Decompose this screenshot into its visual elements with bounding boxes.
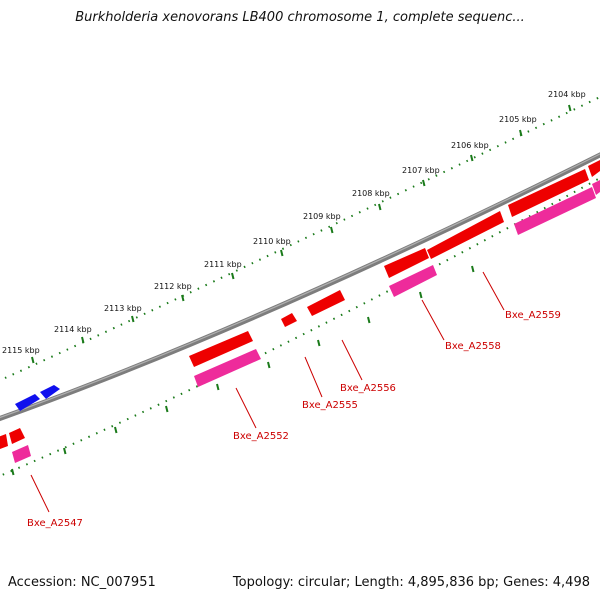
gene-right-1[interactable] (508, 169, 589, 217)
outer-major-tick (330, 226, 334, 234)
accession-label: Accession: NC_007951 (8, 575, 156, 590)
chromosome-backbone (0, 152, 600, 422)
outer-major-tick (519, 129, 523, 137)
label-bxe-a2547[interactable]: Bxe_A2547 (27, 518, 83, 529)
gene-bxe-a2547[interactable] (9, 428, 25, 444)
kbp-label: 2104 kbp (548, 90, 586, 99)
major-ticks (11, 104, 572, 476)
inner-scale-arc (0, 177, 600, 477)
outer-scale-arc (4, 96, 600, 379)
label-bxe-a2556[interactable]: Bxe_A2556 (340, 383, 396, 394)
kbp-label: 2109 kbp (303, 212, 341, 221)
cds-bxe-a2552[interactable] (194, 349, 261, 387)
gene-bxe-a2556[interactable] (307, 290, 345, 316)
cds-bxe-a2547[interactable] (12, 445, 31, 463)
chromosome-backbone-highlight (0, 153, 600, 419)
label-leaders (30, 271, 505, 513)
outer-major-tick (81, 336, 85, 344)
kbp-label: 2107 kbp (402, 166, 440, 175)
label-bxe-a2558[interactable]: Bxe_A2558 (445, 341, 501, 352)
gene-bxe-a2552[interactable] (189, 331, 253, 367)
features (0, 160, 600, 463)
kbp-label: 2111 kbp (204, 260, 242, 269)
outer-major-tick (231, 272, 235, 280)
gene-bxe-a2547-partial[interactable] (0, 434, 8, 449)
kbp-label: 2108 kbp (352, 189, 390, 198)
map-title: Burkholderia xenovorans LB400 chromosome… (75, 10, 525, 25)
kbp-label: 2110 kbp (253, 237, 291, 246)
kbp-label: 2112 kbp (154, 282, 192, 291)
kbp-label: 2113 kbp (104, 304, 142, 313)
inner-major-tick (114, 426, 118, 434)
inner-major-tick (63, 447, 67, 455)
kbp-labels: 2104 kbp 2105 kbp 2106 kbp 2107 kbp 2108 kbp… (2, 90, 586, 355)
cds-right-1[interactable] (514, 187, 596, 235)
gene-blue-2[interactable] (40, 385, 60, 399)
gene-bxe-a2559[interactable] (427, 211, 504, 259)
kbp-label: 2115 kbp (2, 346, 40, 355)
cds-right-2[interactable] (592, 180, 600, 195)
cds-bxe-a2558[interactable] (389, 265, 437, 297)
inner-major-tick (317, 339, 321, 347)
label-bxe-a2552[interactable]: Bxe_A2552 (233, 431, 289, 442)
inner-major-tick (11, 468, 15, 476)
kbp-label: 2114 kbp (54, 325, 92, 334)
outer-major-tick (470, 154, 474, 162)
outer-major-tick (378, 203, 382, 211)
inner-major-tick (267, 361, 271, 369)
gene-blue-1[interactable] (15, 394, 40, 411)
topology-summary: Topology: circular; Length: 4,895,836 bp… (232, 575, 590, 590)
outer-major-tick (422, 179, 426, 187)
kbp-label: 2106 kbp (451, 141, 489, 150)
outer-major-tick (280, 249, 284, 257)
outer-major-tick (31, 356, 35, 364)
gene-bxe-a2558[interactable] (384, 248, 429, 278)
label-bxe-a2559[interactable]: Bxe_A2559 (505, 310, 561, 321)
outer-major-tick (131, 315, 135, 323)
inner-major-tick (367, 316, 371, 324)
gene-bxe-a2555[interactable] (281, 313, 297, 327)
inner-major-tick (419, 291, 423, 299)
gene-labels: Bxe_A2559 Bxe_A2558 Bxe_A2556 Bxe_A2555 … (27, 310, 561, 529)
inner-major-tick (216, 383, 220, 391)
inner-major-tick (471, 265, 475, 273)
inner-major-tick (165, 405, 169, 413)
gene-right-2[interactable] (588, 160, 600, 177)
outer-major-tick (181, 294, 185, 302)
kbp-label: 2105 kbp (499, 115, 537, 124)
outer-major-tick (568, 104, 572, 112)
label-bxe-a2555[interactable]: Bxe_A2555 (302, 400, 358, 411)
